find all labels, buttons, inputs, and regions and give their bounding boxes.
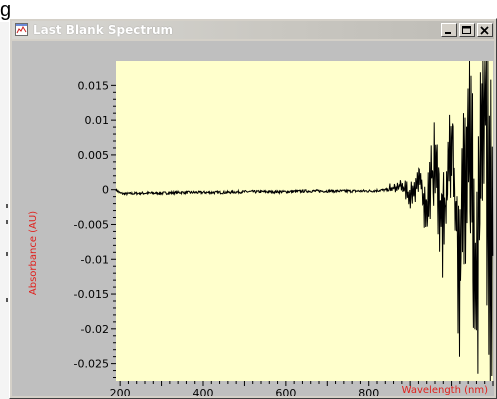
x-axis-label: Wavelength (nm) bbox=[402, 385, 488, 396]
background-edge-mark bbox=[6, 298, 8, 302]
y-tick-label: -0.005 bbox=[74, 218, 109, 231]
background-edge-mark bbox=[6, 220, 8, 224]
background-edge-mark bbox=[6, 252, 8, 256]
x-tick-label: 400 bbox=[193, 387, 214, 396]
plot-background bbox=[116, 61, 493, 381]
y-axis-label: Absorbance (AU) bbox=[28, 211, 39, 295]
background-edge-mark bbox=[6, 204, 8, 208]
background-text-fragment: g bbox=[0, 0, 12, 21]
close-button[interactable] bbox=[477, 23, 493, 37]
maximize-button[interactable] bbox=[459, 23, 475, 37]
spectrum-trace bbox=[115, 60, 494, 382]
spectrum-chart: 0.015 0.01 0.005 0 -0.005 -0.01 -0.015 -0.02 -0.… bbox=[28, 60, 494, 396]
y-tick-label: -0.01 bbox=[81, 253, 109, 266]
y-tick-label: 0.015 bbox=[78, 79, 110, 92]
window-title: Last Blank Spectrum bbox=[33, 23, 174, 37]
background-window-edge bbox=[0, 22, 9, 399]
y-tick-label: 0 bbox=[102, 184, 109, 197]
y-tick-label: 0.005 bbox=[78, 149, 110, 162]
close-icon bbox=[480, 26, 489, 35]
y-tick-label: -0.02 bbox=[81, 323, 109, 336]
minimize-icon bbox=[445, 32, 451, 34]
y-tick-label: 0.01 bbox=[85, 114, 110, 127]
title-bar[interactable]: Last Blank Spectrum bbox=[12, 21, 494, 39]
minimize-button[interactable] bbox=[441, 23, 457, 37]
y-tick-label: -0.015 bbox=[74, 288, 109, 301]
x-tick-label: 200 bbox=[110, 387, 131, 396]
x-tick-label: 800 bbox=[358, 387, 379, 396]
x-tick-label: 600 bbox=[275, 387, 296, 396]
spectrum-app-icon[interactable] bbox=[15, 23, 28, 36]
chart-area: 0.015 0.01 0.005 0 -0.005 -0.01 -0.015 -0.02 -0.… bbox=[12, 41, 494, 396]
y-tick-label: -0.025 bbox=[74, 358, 109, 371]
maximize-icon bbox=[462, 26, 471, 34]
spectrum-window: Last Blank Spectrum 0.015 0.01 0.005 0 -0.00… bbox=[9, 18, 497, 399]
